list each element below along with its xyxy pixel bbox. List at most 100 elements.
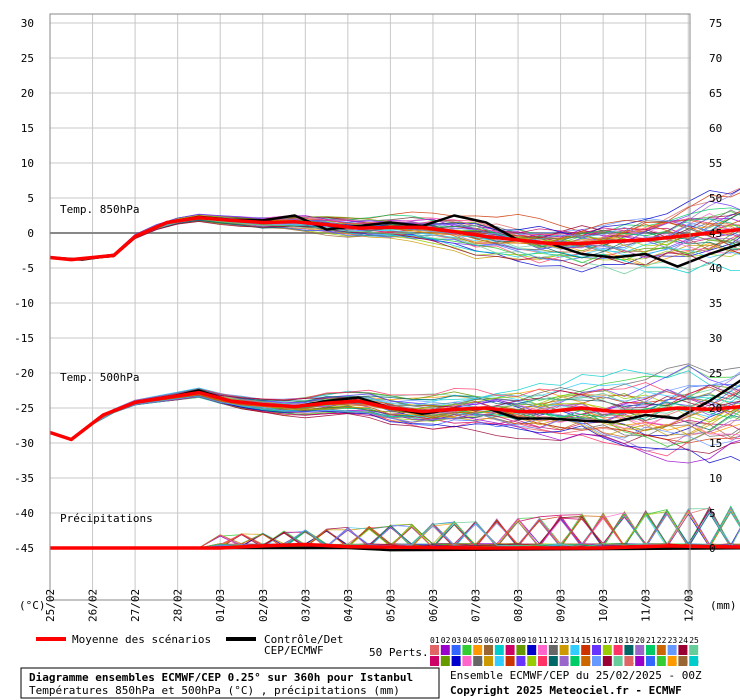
right-tick-label: 45 (709, 227, 722, 240)
left-tick-label: 15 (21, 122, 34, 135)
member-legend-number: 18 (614, 636, 624, 645)
member-legend-swatch (548, 645, 558, 655)
member-legend-number: 13 (560, 636, 570, 645)
member-legend-swatch (430, 656, 439, 666)
date-axis-ticks: 25/02 26/02 27/02 28/02 01/03 02/03 03/03 04/03… (44, 589, 695, 622)
member-legend-number: 04 (462, 636, 472, 645)
member-legend-swatch (473, 656, 483, 666)
member-legend-swatch (602, 656, 612, 666)
member-legend-swatch (559, 645, 569, 655)
member-legend-number: 09 (516, 636, 526, 645)
member-legend-swatch (635, 656, 645, 666)
mean-t500-line (49, 390, 740, 442)
right-tick-label: 60 (709, 122, 722, 135)
member-t500-line (49, 390, 740, 440)
left-tick-label: -10 (14, 297, 34, 310)
left-tick-label: -20 (14, 367, 34, 380)
date-tick-label: 06/03 (427, 589, 440, 622)
date-tick-label: 10/03 (597, 589, 610, 622)
member-t850-line (49, 212, 740, 261)
member-legend-swatch (430, 645, 439, 655)
member-legend-number: 25 (689, 636, 699, 645)
member-legend-number: 05 (473, 636, 483, 645)
member-legend-swatch (613, 656, 623, 666)
member-legend-swatch (678, 656, 688, 666)
member-legend-number: 06 (484, 636, 494, 645)
member-legend-number: 08 (506, 636, 516, 645)
grid (49, 14, 690, 600)
right-tick-label: 65 (709, 87, 722, 100)
member-legend-swatch (538, 645, 547, 655)
member-t850-line (49, 221, 740, 267)
member-legend-number: 19 (624, 636, 634, 645)
control-precip-line (50, 546, 740, 552)
member-legend-swatch (689, 645, 699, 655)
member-legend-number: 14 (570, 636, 580, 645)
member-legend-swatch (516, 656, 526, 666)
date-tick-label: 08/03 (512, 589, 525, 622)
member-legend-swatch (473, 645, 483, 655)
member-legend-swatch (613, 645, 623, 655)
copyright: Copyright 2025 Meteociel.fr - ECMWF (450, 684, 682, 697)
right-tick-label: 25 (709, 367, 722, 380)
left-tick-label: 30 (21, 17, 34, 30)
right-tick-label: 75 (709, 17, 722, 30)
member-legend-swatch (462, 656, 472, 666)
date-tick-label: 03/03 (299, 589, 312, 622)
right-tick-label: 30 (709, 332, 722, 345)
member-legend-number: 23 (668, 636, 678, 645)
member-t850-line (49, 218, 740, 275)
member-t500-line (49, 395, 740, 464)
member-legend-swatch (527, 656, 537, 666)
member-legend-swatch (516, 645, 526, 655)
member-legend-swatch (624, 645, 634, 655)
right-tick-label: 15 (709, 437, 722, 450)
run-info: Ensemble ECMWF/CEP du 25/02/2025 - 00Z (450, 669, 702, 682)
member-legend-swatch (667, 656, 677, 666)
member-t500-line (49, 384, 740, 441)
member-t500-line (49, 388, 740, 440)
left-tick-label: -15 (14, 332, 34, 345)
member-legend-number: 03 (452, 636, 462, 645)
legend-control-label-1: Contrôle/Det (264, 633, 343, 646)
chart-title: Diagramme ensembles ECMWF/CEP 0.25° sur … (29, 671, 413, 684)
main-series (49, 214, 740, 552)
member-t500-line (49, 394, 740, 441)
left-tick-label: 10 (21, 157, 34, 170)
member-legend-number: 01 (430, 636, 440, 645)
member-legend-swatch (440, 656, 450, 666)
member-t500-line (49, 395, 740, 441)
member-legend-swatch (451, 656, 461, 666)
title-box (20, 667, 440, 699)
member-legend-swatch (678, 645, 688, 655)
member-legend-swatch (624, 656, 634, 666)
member-legend-swatch (494, 645, 504, 655)
mean-t850-line (49, 215, 740, 262)
member-legend-swatch (646, 645, 655, 655)
date-tick-label: 27/02 (129, 589, 142, 622)
date-tick-label: 28/02 (172, 589, 185, 622)
left-tick-label: 5 (27, 192, 34, 205)
member-legend-number: 17 (603, 636, 613, 645)
left-tick-label: 20 (21, 87, 34, 100)
left-tick-label: -45 (14, 542, 34, 555)
member-legend-swatch (505, 656, 515, 666)
member-legend-swatch (602, 645, 612, 655)
left-tick-label: -40 (14, 507, 34, 520)
member-legend-number: 21 (646, 636, 656, 645)
member-legend-swatch (581, 656, 591, 666)
member-legend-number: 11 (538, 636, 548, 645)
plot-frame (49, 13, 691, 601)
left-tick-label: -25 (14, 402, 34, 415)
label-t850: Temp. 850hPa (60, 203, 139, 216)
member-legend-number: 20 (635, 636, 645, 645)
left-axis-ticks: 30 25 20 15 10 5 0 -5 -10 -15 -20 -25 -30 -35 -40 -45 (14, 17, 34, 555)
member-legend-swatch (440, 645, 450, 655)
chart-subtitle: Températures 850hPa et 500hPa (°C) , pré… (29, 684, 400, 697)
date-tick-label: 07/03 (470, 589, 483, 622)
right-tick-label: 70 (709, 52, 722, 65)
member-legend-swatch (570, 656, 580, 666)
right-tick-label: 40 (709, 262, 722, 275)
right-unit: (mm) (710, 599, 737, 612)
